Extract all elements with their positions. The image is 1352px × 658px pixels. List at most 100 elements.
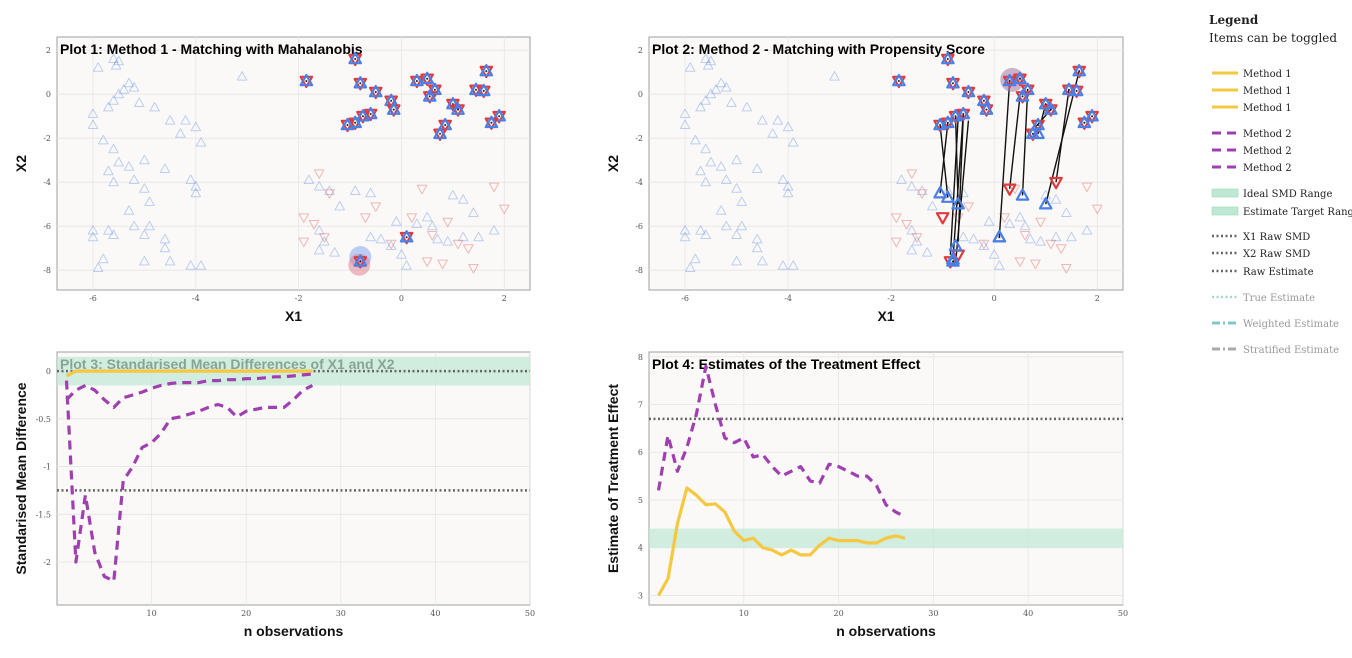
legend-item[interactable]: Raw Estimate [1212,267,1314,278]
matched-control-point [410,73,424,87]
treated-point [901,220,912,230]
control-point [777,260,789,270]
control-point [968,233,979,244]
matched-center-dot [498,115,501,118]
control-point [87,108,99,118]
control-point [108,95,119,105]
y-tick-label: 8 [638,353,643,362]
control-point [695,165,706,176]
y-tick-label: 7 [638,401,643,410]
control-point [788,260,799,270]
control-point [1004,218,1015,228]
matched-center-dot [1031,132,1034,135]
matched-control-point [1062,82,1076,96]
matched-center-dot [390,99,393,102]
matched-center-dot [1083,121,1086,124]
control-point [927,200,938,211]
control-point [385,240,397,250]
matched-center-dot [369,113,372,115]
control-point [757,255,768,266]
matched-center-dot [962,113,965,115]
matched-control-point [941,51,955,65]
y-tick-label: -8 [635,266,643,275]
legend-item[interactable]: Method 1 [1212,69,1292,80]
legend-item[interactable]: Method 1 [1212,103,1292,114]
control-point [473,231,484,242]
matched-center-dot [346,124,349,126]
control-point [751,233,763,244]
control-point [103,101,114,112]
legend-item[interactable]: Method 2 [1212,163,1292,174]
matched-center-dot [1067,88,1070,91]
matched-treated-point [1002,183,1017,196]
matched-control-point [492,109,506,122]
matched-control-point [979,102,994,115]
legend-item[interactable]: Ideal SMD Range [1211,188,1332,200]
control-point [313,181,325,191]
matched-control-point [992,230,1007,243]
control-point [349,185,361,195]
control-point [1066,231,1077,242]
control-point [916,185,928,195]
control-point [457,231,469,242]
treated-point [308,220,320,230]
matched-center-dot [1075,89,1078,92]
treated-point [1014,257,1026,267]
control-point [134,97,145,107]
x-tick-label: 50 [1118,609,1128,618]
control-point [705,156,717,167]
y-tick-label: 2 [46,46,51,55]
series-line-1[interactable] [657,486,906,597]
legend-item[interactable]: Method 2 [1212,146,1292,157]
matched-control-point [1031,117,1045,131]
matched-center-dot [426,77,429,80]
control-point [782,187,794,198]
y-axis-title: X2 [13,155,29,172]
matched-center-dot [354,121,357,124]
treated-point [313,169,325,179]
y-tick-label: -4 [43,178,51,187]
legend-item[interactable]: Method 2 [1212,129,1292,140]
series-line-2[interactable] [656,364,906,519]
legend-item[interactable]: Stratified Estimate [1212,345,1339,356]
treated-point [370,202,382,212]
legend-item[interactable]: Method 1 [1212,86,1292,97]
y-tick-label: -2 [43,558,51,567]
control-point [700,95,711,105]
matched-control-point [399,230,414,243]
control-point [236,71,248,81]
legend-item[interactable]: X1 Raw SMD [1212,232,1310,243]
matched-center-dot [361,115,364,118]
legend-item[interactable]: X2 Raw SMD [1212,249,1310,260]
matched-center-dot [305,80,308,82]
x-tick-label: 30 [336,609,346,618]
control-point [988,249,1000,259]
legend-item[interactable]: Weighted Estimate [1212,319,1339,330]
legend-item[interactable]: Estimate Target Range [1211,206,1352,218]
match-line [949,118,959,255]
series-line-1[interactable] [65,369,313,378]
control-point [906,225,918,235]
treated-point [468,264,479,274]
y-tick-label: -4 [635,178,643,187]
series-line-3[interactable] [64,380,314,583]
matched-control-point [948,238,963,252]
matched-control-point [977,93,991,107]
treated-point [1019,231,1031,241]
treated-point [999,213,1010,223]
control-point [375,233,387,244]
legend-item[interactable]: True Estimate [1212,293,1315,304]
control-point [190,187,202,198]
control-point [411,218,423,228]
matched-center-dot [439,132,442,135]
legend-label: Stratified Estimate [1243,345,1339,356]
treated-point [1081,182,1093,193]
control-point [108,176,119,187]
matched-control-point [1020,82,1035,96]
match-line [1008,96,1021,189]
treated-point [1045,239,1057,250]
series-line-2[interactable] [65,372,313,409]
x-tick-label: 2 [1095,294,1100,303]
control-point [911,236,923,246]
